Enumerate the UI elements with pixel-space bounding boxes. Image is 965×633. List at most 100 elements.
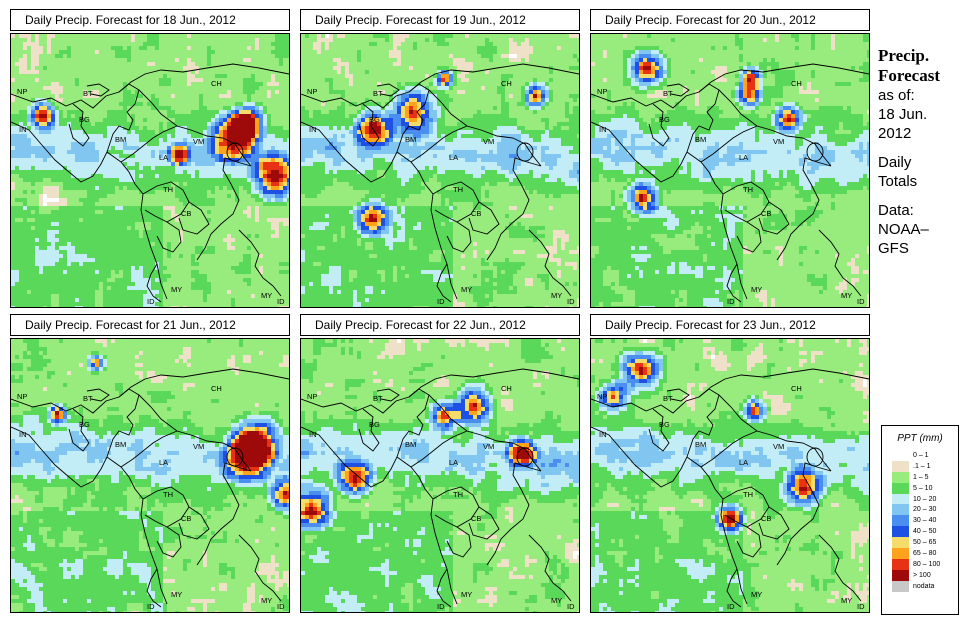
country-label: MY xyxy=(171,285,182,294)
border-line xyxy=(446,221,472,253)
border-line xyxy=(11,388,140,488)
border-line xyxy=(818,229,862,297)
country-label: BG xyxy=(79,420,90,429)
country-label: BG xyxy=(659,115,670,124)
legend-swatch xyxy=(892,450,909,461)
country-label: LA xyxy=(739,153,748,162)
legend-swatch xyxy=(892,548,909,559)
country-label: IN xyxy=(599,125,607,134)
border-line xyxy=(86,388,110,402)
sidebar-data-3: GFS xyxy=(878,239,962,258)
country-label: CB xyxy=(181,209,191,218)
border-line xyxy=(120,125,178,163)
panel-title: Daily Precip. Forecast for 21 Jun., 2012 xyxy=(10,314,290,336)
sidebar-date-2: 2012 xyxy=(878,124,962,143)
border-line xyxy=(408,368,579,398)
border-line xyxy=(238,229,282,297)
legend-swatch xyxy=(892,526,909,538)
legend-item: 65 – 80 xyxy=(882,548,958,559)
legend-swatch xyxy=(892,504,909,516)
country-label: TH xyxy=(743,185,753,194)
border-line xyxy=(118,368,289,398)
legend-item: 0 – 1 xyxy=(882,450,958,461)
country-label: CH xyxy=(791,79,802,88)
legend-item: 80 – 100 xyxy=(882,558,958,570)
country-label: MY xyxy=(751,590,762,599)
border-line xyxy=(301,388,430,488)
border-line xyxy=(446,526,472,558)
legend-item: .1 – 1 xyxy=(882,460,958,472)
border-line xyxy=(758,506,790,540)
country-label: LA xyxy=(739,458,748,467)
border-line xyxy=(178,506,210,540)
country-borders: NP BT BG IN BM CH VM LA TH CB MY ID MY ID xyxy=(591,63,869,306)
country-label: ID xyxy=(727,297,735,306)
country-label: BT xyxy=(373,394,383,403)
border-line xyxy=(718,89,832,167)
country-borders: NP BT BG IN BM CH VM LA TH CB MY ID MY ID xyxy=(301,63,579,306)
border-line xyxy=(726,568,742,608)
legend-item: 10 – 20 xyxy=(882,493,958,505)
border-line xyxy=(428,394,542,472)
legend-item: 40 – 50 xyxy=(882,526,958,538)
border-line xyxy=(468,506,500,540)
border-line xyxy=(648,408,670,452)
country-label: BM xyxy=(405,440,416,449)
border-line xyxy=(156,526,182,558)
legend-label: 5 – 10 xyxy=(913,483,932,494)
sidebar-data-2: NOAA– xyxy=(878,220,962,239)
precip-map: NP BT BG IN BM CH VM LA TH CB MY ID MY ID xyxy=(10,33,290,308)
country-label: CB xyxy=(181,514,191,523)
country-label: NP xyxy=(17,392,27,401)
border-line xyxy=(428,89,542,167)
border-line xyxy=(138,394,252,472)
legend-swatch xyxy=(892,471,909,483)
precip-map: NP BT BG IN BM CH VM LA TH CB MY ID MY ID xyxy=(590,338,870,613)
border-line xyxy=(410,430,468,468)
country-borders: NP BT BG IN BM CH VM LA TH CB MY ID MY ID xyxy=(11,63,289,306)
border-line xyxy=(408,63,579,93)
precip-map: NP BT BG IN BM CH VM LA TH CB MY ID MY ID xyxy=(300,338,580,613)
country-borders: NP BT BG IN BM CH VM LA TH CB MY ID MY ID xyxy=(11,368,289,611)
country-label: BG xyxy=(79,115,90,124)
legend-swatch xyxy=(892,580,909,592)
country-label: NP xyxy=(17,87,27,96)
country-label: VM xyxy=(193,442,204,451)
country-label: IN xyxy=(19,125,27,134)
border-line xyxy=(156,221,182,253)
country-label: CH xyxy=(791,384,802,393)
legend-label: 10 – 20 xyxy=(913,494,936,505)
border-line xyxy=(11,83,140,183)
legend-title: PPT (mm) xyxy=(882,433,958,444)
border-line xyxy=(726,263,742,303)
legend-item: > 100 xyxy=(882,569,958,581)
country-label: ID xyxy=(857,602,865,611)
country-label: CB xyxy=(761,514,771,523)
border-line xyxy=(376,83,400,97)
border-line xyxy=(818,534,862,602)
border-line xyxy=(68,408,90,452)
border-line xyxy=(358,408,380,452)
panel-title: Daily Precip. Forecast for 18 Jun., 2012 xyxy=(10,9,290,31)
border-line xyxy=(468,201,500,235)
border-line xyxy=(806,142,824,162)
border-line xyxy=(591,83,720,183)
country-borders: NP BT BG IN BM CH VM LA TH CB MY ID MY ID xyxy=(301,368,579,611)
border-line xyxy=(138,89,252,167)
sidebar-daily-1: Daily xyxy=(878,153,962,172)
panel-title: Daily Precip. Forecast for 19 Jun., 2012 xyxy=(300,9,580,31)
border-line xyxy=(146,263,162,303)
country-label: MY xyxy=(551,596,562,605)
legend-item: 20 – 30 xyxy=(882,504,958,516)
border-line xyxy=(718,394,832,472)
country-label: ID xyxy=(727,602,735,611)
border-line xyxy=(146,568,162,608)
panel-title: Daily Precip. Forecast for 22 Jun., 2012 xyxy=(300,314,580,336)
country-label: TH xyxy=(163,490,173,499)
precip-map: NP BT BG IN BM CH VM LA TH CB MY ID MY ID xyxy=(590,33,870,308)
country-label: MY xyxy=(261,291,272,300)
border-line xyxy=(196,462,252,566)
country-label: NP xyxy=(597,392,607,401)
country-label: CB xyxy=(471,209,481,218)
country-label: CB xyxy=(471,514,481,523)
